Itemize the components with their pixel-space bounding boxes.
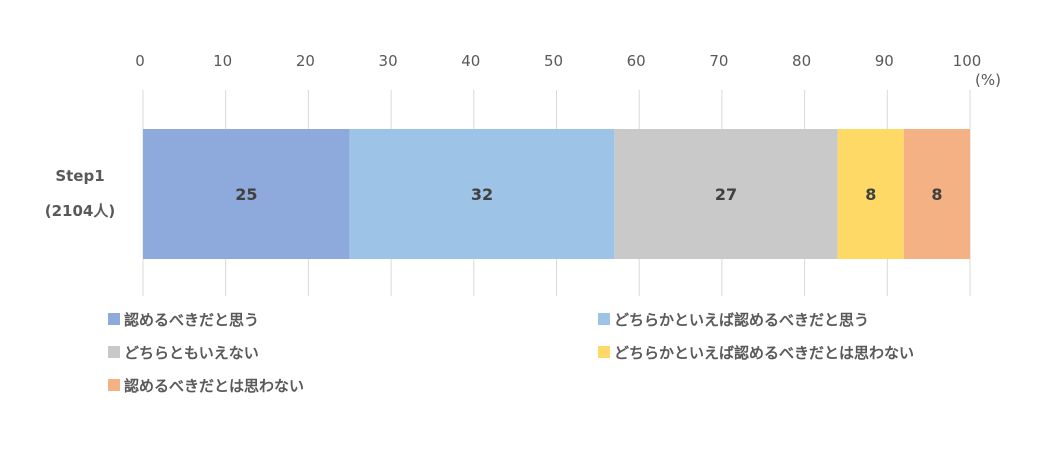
data-label-2: 32 (471, 185, 493, 204)
x-tick-label: 80 (792, 52, 811, 70)
bar-segment-5 (903, 129, 970, 259)
legend-swatch (108, 379, 120, 391)
legend: 認めるべきだと思う どちらかといえば認めるべきだと思うどちらともいえない どちらかと… (108, 308, 988, 408)
legend-label: どちらかといえば認めるべきだとは思わない (614, 343, 915, 362)
legend-swatch (108, 346, 120, 358)
data-label-1: 25 (235, 185, 257, 204)
legend-item-1: 認めるべきだと思う (108, 308, 259, 330)
x-tick-label: 0 (135, 52, 145, 70)
legend-item-4: どちらかといえば認めるべきだとは思わない (598, 341, 914, 363)
x-tick-label: 70 (709, 52, 728, 70)
legend-swatch (598, 346, 610, 358)
x-tick-label: 100 (953, 52, 982, 70)
bar-segment-3 (614, 129, 838, 259)
bar-segment-2 (349, 129, 615, 259)
legend-swatch (598, 313, 610, 325)
data-label-4: 8 (865, 185, 876, 204)
legend-item-5: 認めるべきだとは思わない (108, 374, 304, 396)
x-tick-label: 30 (379, 52, 398, 70)
legend-label: 認めるべきだと思う (124, 310, 260, 329)
x-tick-label: 10 (213, 52, 232, 70)
x-tick-label: 40 (461, 52, 480, 70)
x-tick-label: 60 (627, 52, 646, 70)
data-label-5: 8 (931, 185, 942, 204)
legend-label: どちらともいえない (124, 343, 259, 362)
legend-item-3: どちらともいえない (108, 341, 259, 363)
data-label-3: 27 (715, 185, 737, 204)
legend-label: 認めるべきだとは思わない (124, 376, 305, 395)
category-label-count: (2104人) (45, 202, 115, 220)
bar-segments (143, 129, 970, 259)
bar-segment-1 (143, 129, 350, 259)
axis-unit-label: (%) (975, 71, 1001, 89)
data-labels: 25 32 27 8 8 (235, 185, 942, 204)
x-axis-ticks: 0 10 20 30 40 50 60 70 80 90 100 (135, 52, 981, 70)
legend-item-2: どちらかといえば認めるべきだと思う (598, 308, 869, 330)
x-tick-label: 50 (544, 52, 563, 70)
bar-segment-4 (837, 129, 904, 259)
category-label-step: Step1 (55, 167, 104, 185)
x-tick-label: 90 (875, 52, 894, 70)
legend-swatch (108, 313, 120, 325)
legend-label: どちらかといえば認めるべきだと思う (614, 310, 870, 329)
x-tick-label: 20 (296, 52, 315, 70)
